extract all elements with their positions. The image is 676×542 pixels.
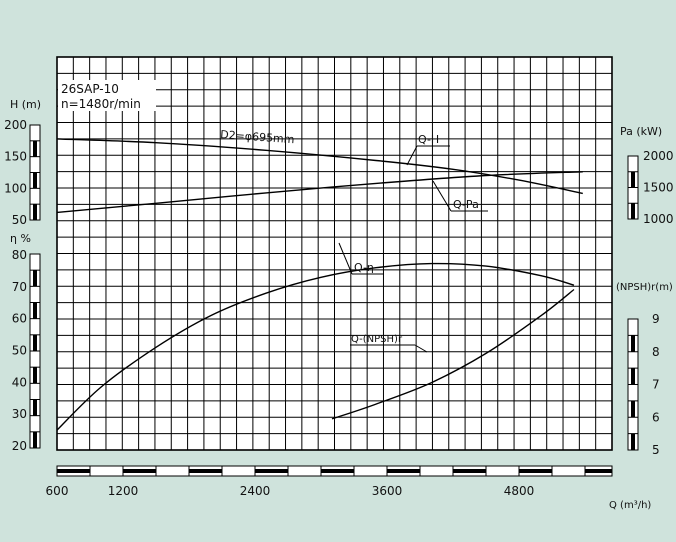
speed-label: n=1480r/min — [61, 97, 141, 111]
label-q-eta: Q-η — [338, 242, 384, 275]
tick-label-npsh: 7 — [652, 378, 660, 392]
npsh-axis-title: (NPSH)r(m) — [616, 282, 673, 293]
model-label: 26SAP-10 — [61, 82, 119, 96]
tick-label-eta: 40 — [12, 375, 27, 389]
series-label-q-eta: Q-η — [354, 261, 374, 274]
tick-label-eta: 30 — [12, 407, 27, 421]
tick-label-q: 1200 — [108, 484, 139, 498]
curve-q-h — [56, 138, 583, 195]
tick-label-h: 50 — [12, 213, 27, 227]
h-scale-bar — [29, 124, 41, 221]
plot-border — [56, 56, 613, 451]
tick-label-eta: 70 — [12, 280, 27, 294]
tick-label-npsh: 6 — [652, 410, 660, 424]
tick-label-npsh: 5 — [652, 443, 660, 457]
series-label-q-npsh: Q-(NPSH)r — [351, 334, 403, 345]
pa-scale-bar — [627, 155, 639, 220]
h-axis-title: H (m) — [10, 98, 41, 111]
tick-label-npsh: 9 — [652, 312, 660, 326]
tick-label-npsh: 8 — [652, 345, 660, 359]
tick-label-pa: 2000 — [643, 149, 674, 163]
q-axis-title: Q (m³/h) — [609, 500, 651, 511]
label-q-npsh: Q-(NPSH)r — [350, 334, 428, 353]
tick-label-h: 200 — [4, 118, 27, 132]
tick-label-eta: 80 — [12, 248, 27, 262]
label-q-h: Q-H — [406, 133, 450, 166]
tick-label-eta: 60 — [12, 312, 27, 326]
eta-axis-title: η % — [10, 232, 31, 245]
tick-label-q: 2400 — [240, 484, 271, 498]
series-label-q-h: Q-H — [418, 133, 439, 146]
pa-axis-title: Pa (kW) — [620, 125, 662, 138]
grid — [57, 57, 612, 450]
tick-label-h: 150 — [4, 150, 27, 164]
q-scale-bar — [56, 465, 613, 477]
tick-label-h: 100 — [4, 181, 27, 195]
tick-label-q: 3600 — [372, 484, 403, 498]
tick-label-pa: 1000 — [643, 212, 674, 226]
curve-q-eta — [56, 262, 575, 431]
impeller-label: D2=φ695mm — [220, 128, 295, 146]
title-box — [58, 80, 156, 111]
scale-bars — [29, 124, 639, 477]
series-label-q-pa: Q-Pa — [453, 198, 479, 211]
tick-label-pa: 1500 — [643, 181, 674, 195]
eta-scale-bar — [29, 253, 41, 449]
tick-label-eta: 50 — [12, 344, 27, 358]
label-q-pa: Q-Pa — [432, 180, 488, 212]
curves — [56, 138, 583, 431]
tick-labels: 50 100 150 200 20 30 40 50 60 70 80 1000 1500 2000 5 6 7… — [4, 118, 673, 498]
tick-label-eta: 20 — [12, 439, 27, 453]
npsh-scale-bar — [627, 318, 639, 451]
curve-q-pa — [56, 171, 583, 214]
tick-label-q: 600 — [46, 484, 69, 498]
tick-label-q: 4800 — [504, 484, 535, 498]
curve-q-npsh — [331, 288, 575, 420]
